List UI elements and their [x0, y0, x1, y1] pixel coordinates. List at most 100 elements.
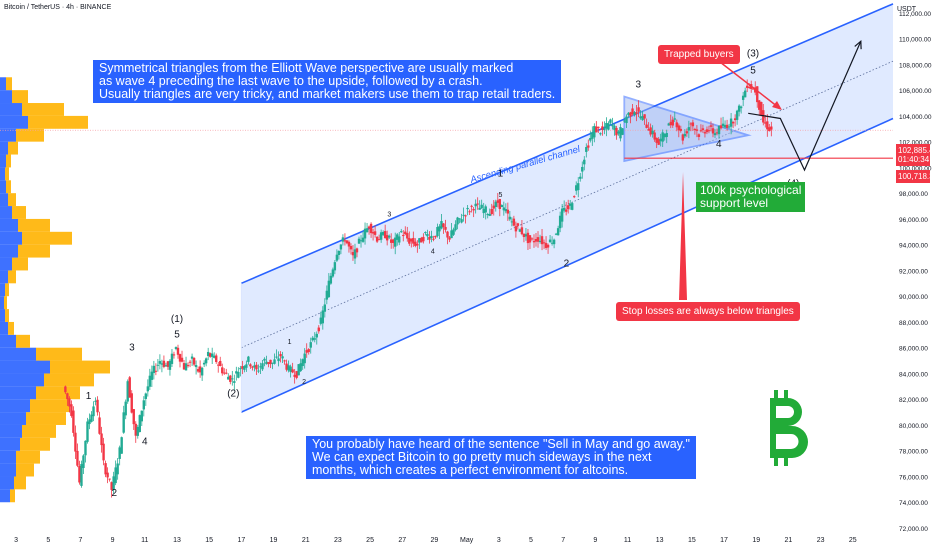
candle-body [719, 125, 723, 129]
candle-body [311, 337, 314, 341]
candle-body [301, 359, 304, 367]
volume-bar-orange [16, 334, 30, 348]
candle-body [64, 386, 67, 393]
candle-body [512, 218, 516, 226]
candle-body [681, 134, 685, 141]
candle-body [737, 105, 741, 112]
candle-body [460, 219, 463, 223]
volume-bar-blue [0, 386, 36, 400]
support-level-label: 100k psychological support level [696, 182, 806, 212]
x-tick-label: 27 [398, 537, 406, 544]
candle-body [112, 476, 115, 490]
volume-bar-blue [0, 115, 28, 129]
y-tick-label: 94,000.00 [899, 243, 928, 250]
candle-body [631, 108, 634, 115]
volume-bar-blue [0, 103, 22, 116]
candle-body [758, 100, 761, 110]
candle-body [361, 237, 365, 242]
volume-bar-orange [22, 231, 72, 245]
candle-body [84, 440, 87, 456]
candle-body [621, 128, 624, 135]
volume-bar-orange [26, 412, 66, 425]
candle-body [591, 132, 594, 139]
volume-bar-blue [0, 90, 12, 104]
candle-body [554, 233, 558, 235]
candle-body [464, 215, 467, 217]
candle-body [482, 208, 485, 214]
candle-body [267, 362, 270, 364]
candle-body [764, 122, 767, 124]
y-tick-label: 90,000.00 [899, 294, 928, 301]
candle-body [422, 236, 425, 242]
volume-bar-blue [0, 231, 22, 245]
candle-body [122, 412, 125, 433]
volume-bar-blue [0, 424, 22, 438]
x-tick-label: 3 [497, 537, 501, 544]
x-tick-label: 13 [656, 537, 664, 544]
candle-body [645, 124, 648, 128]
candle-body [196, 369, 200, 372]
volume-bar-blue [0, 77, 6, 91]
candle-body [289, 366, 292, 372]
candle-body [323, 304, 327, 312]
candle-body [450, 230, 453, 239]
candle-body [643, 114, 646, 119]
bitcoin-logo-tick [774, 390, 778, 400]
candle-body [635, 112, 638, 114]
candle-body [579, 176, 582, 179]
candle-body [520, 227, 524, 235]
wave-label: 5 [498, 192, 502, 199]
candle-body [609, 119, 612, 123]
candle-body [595, 126, 598, 133]
wave-label: 3 [129, 342, 135, 353]
volume-bar-orange [36, 347, 82, 361]
candle-body [227, 376, 230, 380]
candle-body [566, 205, 570, 210]
x-tick-label: 21 [785, 537, 793, 544]
candle-body [693, 128, 697, 130]
candle-body [253, 365, 256, 368]
candle-body [420, 237, 423, 243]
volume-bar-orange [18, 218, 50, 232]
volume-bar-blue [0, 476, 14, 490]
candle-body [206, 351, 210, 357]
candle-body [255, 364, 258, 370]
candle-body [709, 125, 713, 127]
volume-bar-blue [0, 360, 50, 374]
candle-body [180, 357, 184, 362]
volume-bar-orange [16, 128, 44, 142]
candle-body [192, 357, 196, 365]
candle-body [408, 237, 411, 244]
wave-label: 1 [498, 168, 504, 179]
candle-body [94, 400, 97, 402]
candle-body [406, 233, 409, 239]
candle-body [768, 127, 771, 132]
sell-in-may-note: You probably have heard of the sentence … [306, 436, 696, 479]
candle-body [394, 237, 397, 247]
x-tick-label: 19 [270, 537, 278, 544]
volume-bar-blue [0, 167, 5, 181]
candle-body [76, 450, 79, 466]
candle-body [102, 443, 105, 461]
candle-body [699, 130, 703, 132]
candle-body [98, 417, 101, 434]
candle-body [140, 410, 143, 422]
candle-body [731, 121, 735, 124]
candle-body [462, 214, 465, 216]
candle-body [685, 131, 689, 134]
stop-losses-pointer [679, 172, 687, 300]
candle-body [202, 362, 206, 365]
candle-body [713, 133, 717, 136]
candle-body [560, 208, 564, 222]
candle-body [259, 366, 262, 368]
volume-bar-blue [0, 141, 8, 155]
volume-bar-blue [0, 450, 16, 464]
candle-body [144, 393, 148, 399]
volume-bar-orange [20, 437, 50, 451]
volume-bar-orange [8, 270, 16, 284]
candle-body [639, 116, 642, 119]
candle-body [398, 236, 401, 243]
volume-bar-blue [0, 412, 26, 425]
symbol-title: Bitcoin / TetherUS · 4h · BINANCE [4, 4, 112, 11]
